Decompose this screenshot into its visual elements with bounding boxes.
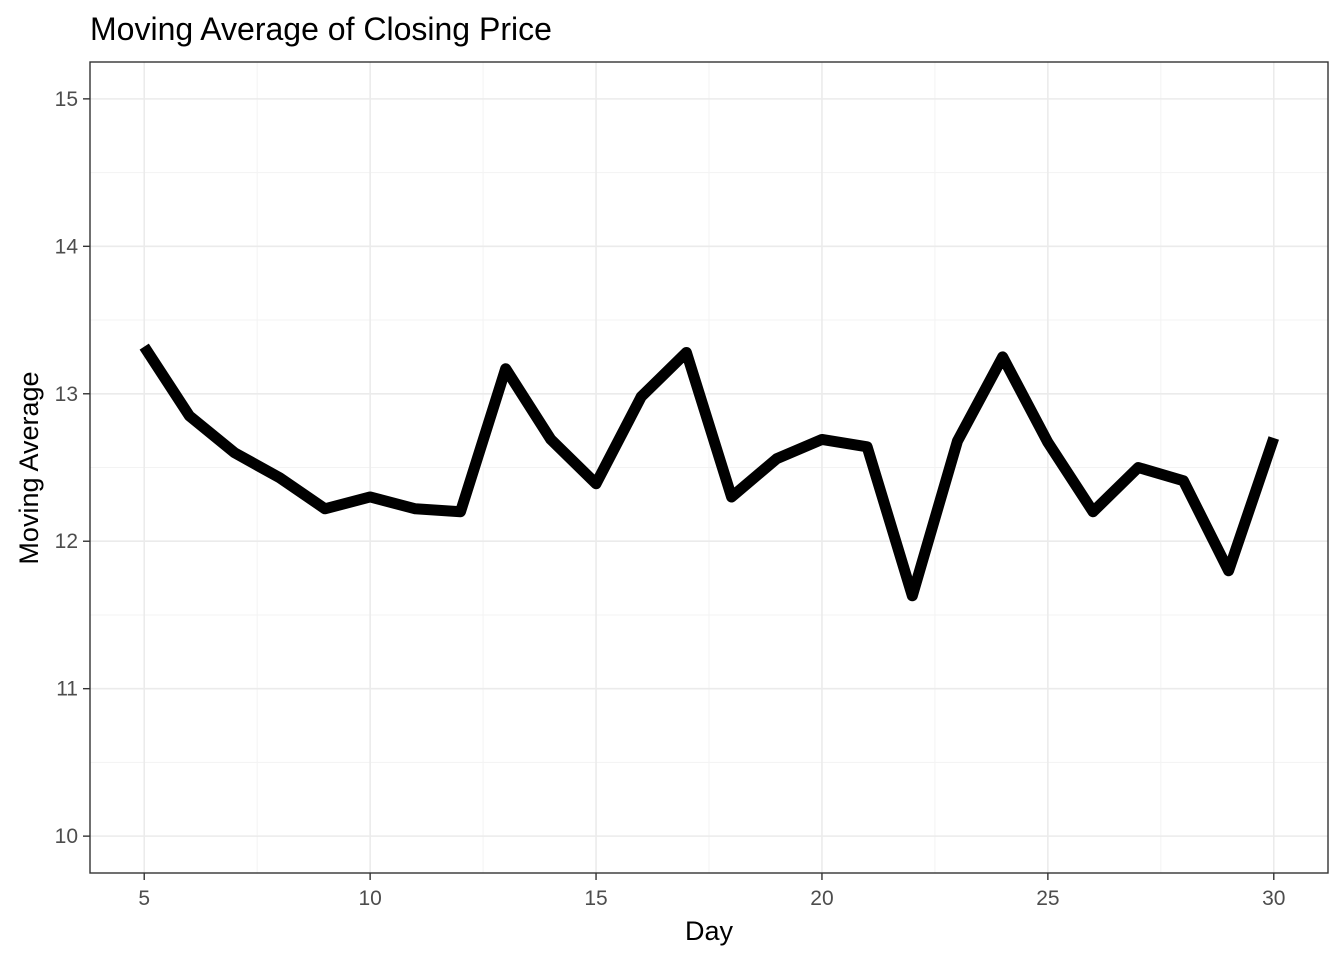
y-tick-label: 15 [55, 88, 78, 111]
y-tick-label: 13 [55, 383, 78, 406]
series-layer [139, 343, 1279, 602]
grid [90, 62, 1328, 873]
x-axis: 5 10 15 20 25 30 [138, 873, 1285, 910]
series-line [139, 343, 1279, 602]
y-tick-label: 11 [56, 678, 78, 701]
x-tick-label: 15 [584, 887, 607, 910]
y-tick-label: 10 [55, 825, 78, 848]
x-tick-label: 20 [810, 887, 833, 910]
x-axis-title: Day [685, 916, 734, 946]
x-tick-label: 25 [1036, 887, 1059, 910]
x-tick-label: 10 [358, 887, 381, 910]
chart-title: Moving Average of Closing Price [90, 11, 552, 47]
x-tick-label: 5 [138, 887, 150, 910]
panel-border [89, 61, 1329, 874]
y-tick-label: 14 [55, 235, 79, 258]
y-tick-label: 12 [55, 530, 78, 553]
x-tick-label: 30 [1262, 887, 1285, 910]
y-axis: 10 11 12 13 14 15 [55, 88, 90, 848]
y-axis-title: Moving Average [14, 371, 44, 564]
